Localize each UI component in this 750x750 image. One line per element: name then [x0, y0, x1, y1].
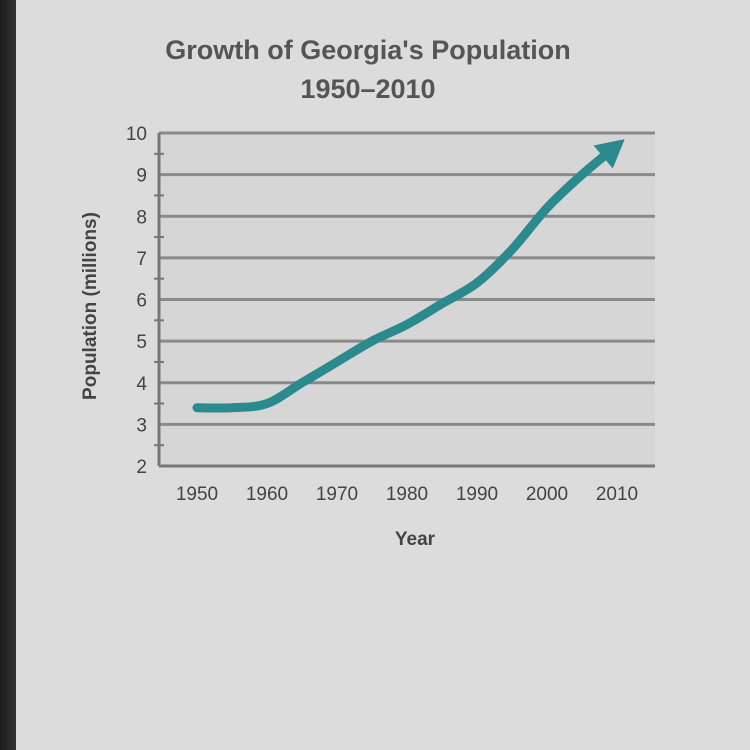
x-tick-label-1960: 1960 — [246, 484, 288, 505]
chart-screen: Growth of Georgia's Population 1950–2010… — [16, 0, 750, 750]
chart-subtitle: 1950–2010 — [300, 74, 435, 104]
y-tick-label-4: 4 — [136, 374, 147, 395]
axes — [154, 133, 655, 468]
y-tick-label-2: 2 — [136, 457, 147, 478]
x-tick-label-1970: 1970 — [316, 484, 358, 505]
y-tick-label-6: 6 — [136, 291, 147, 312]
x-axis-label: Year — [395, 529, 436, 550]
x-tick-label-1990: 1990 — [456, 484, 498, 505]
population-chart: Growth of Georgia's Population 1950–2010… — [80, 35, 655, 550]
x-tick-label-1980: 1980 — [386, 484, 428, 505]
y-tick-label-8: 8 — [136, 207, 147, 228]
grid-lines — [159, 131, 655, 468]
screen-bezel — [0, 0, 16, 750]
x-tick-label-1950: 1950 — [176, 484, 218, 505]
y-axis-label: Population (millions) — [80, 212, 101, 400]
y-tick-label-5: 5 — [136, 332, 147, 353]
x-tick-label-2000: 2000 — [526, 484, 568, 505]
x-tick-label-2010: 2010 — [596, 484, 638, 505]
y-tick-label-9: 9 — [136, 166, 147, 187]
y-tick-label-3: 3 — [136, 415, 147, 436]
y-tick-labels: 2 3 4 5 6 7 8 9 10 — [126, 124, 148, 478]
y-tick-label-10: 10 — [126, 124, 147, 145]
series-layer — [192, 139, 625, 413]
chart-title: Growth of Georgia's Population — [165, 35, 570, 65]
x-tick-labels: 1950 1960 1970 1980 1990 2000 2010 — [176, 484, 638, 505]
y-tick-label-7: 7 — [136, 249, 147, 270]
series-arrowhead — [593, 139, 625, 169]
